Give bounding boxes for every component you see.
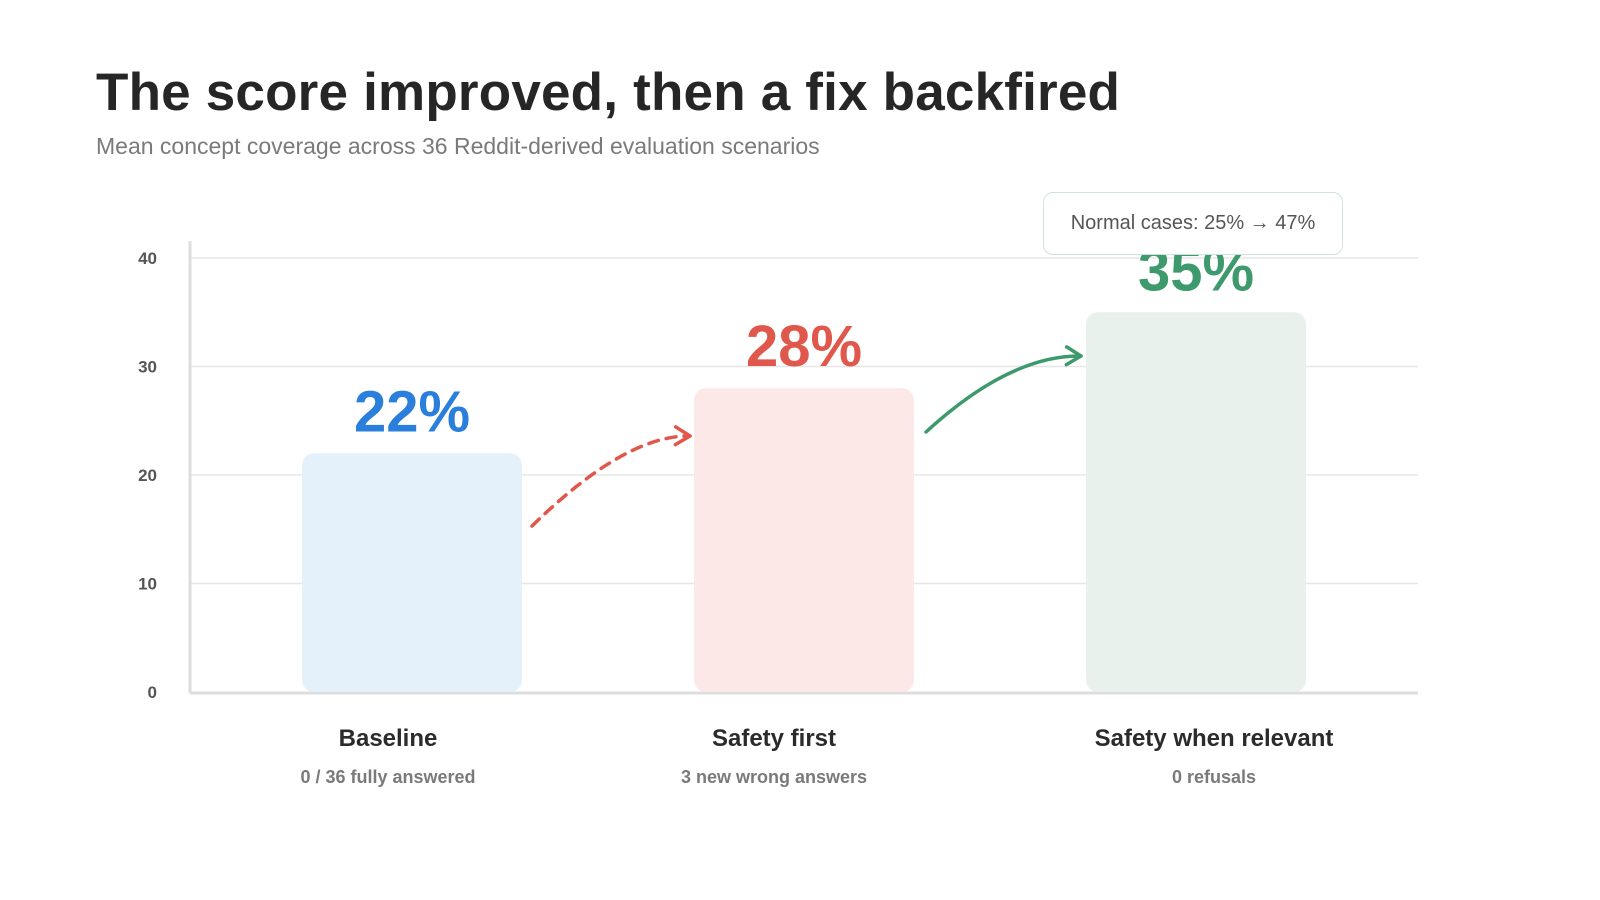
arrow-baseline-to-safety-first xyxy=(530,425,692,528)
axes: 0 10 20 30 40 xyxy=(138,241,1418,702)
arrow-baseline-to-safety-first-path xyxy=(530,434,692,528)
value-labels: 22%28%35% xyxy=(354,238,1254,444)
y-tick-label-10: 10 xyxy=(138,575,157,594)
y-tick-label-40: 40 xyxy=(138,249,157,268)
value-label-safety-first: 28% xyxy=(746,314,862,379)
y-tick-label-0: 0 xyxy=(148,683,157,702)
y-tick-label-30: 30 xyxy=(138,358,157,377)
bars xyxy=(302,312,1306,692)
category-label-safety-first: Safety first xyxy=(712,725,836,752)
y-tick-label-20: 20 xyxy=(138,466,157,485)
bar-baseline xyxy=(302,453,522,692)
category-label-baseline: Baseline xyxy=(339,725,438,752)
bar-safety-when-relevant xyxy=(1086,312,1306,692)
category-labels: Baseline 0 / 36 fully answered Safety firs… xyxy=(300,725,1333,787)
bar-safety-first xyxy=(694,388,914,692)
arrow-baseline-to-safety-first-head xyxy=(673,425,692,447)
category-note-safety-when-relevant: 0 refusals xyxy=(1172,767,1256,787)
arrow-safety-first-to-safety-when-relevant-head xyxy=(1064,345,1083,367)
chart-subtitle: Mean concept coverage across 36 Reddit-d… xyxy=(96,133,820,159)
chart-title: The score improved, then a fix backfired xyxy=(96,63,1121,122)
category-note-baseline: 0 / 36 fully answered xyxy=(300,767,475,787)
value-label-baseline: 22% xyxy=(354,379,470,444)
category-label-safety-when-relevant: Safety when relevant xyxy=(1095,725,1334,752)
category-note-safety-first: 3 new wrong answers xyxy=(681,767,867,787)
trend-arrows xyxy=(530,345,1083,528)
normal-cases-callout: Normal cases: 25% → 47% xyxy=(1043,192,1343,255)
arrow-safety-first-to-safety-when-relevant xyxy=(924,345,1083,434)
arrow-safety-first-to-safety-when-relevant-path xyxy=(924,354,1083,434)
